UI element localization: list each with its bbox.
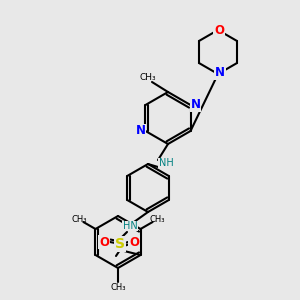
Text: O: O [214,23,224,37]
Text: CH₃: CH₃ [71,215,87,224]
Text: O: O [129,236,139,248]
Text: N: N [136,124,146,137]
Text: O: O [99,236,109,248]
Text: HN: HN [123,221,137,231]
Text: N: N [190,98,200,112]
Text: NH: NH [159,158,173,168]
Text: S: S [115,237,125,251]
Text: CH₃: CH₃ [140,74,156,82]
Text: CH₃: CH₃ [110,283,126,292]
Text: CH₃: CH₃ [149,215,165,224]
Text: N: N [215,67,225,80]
